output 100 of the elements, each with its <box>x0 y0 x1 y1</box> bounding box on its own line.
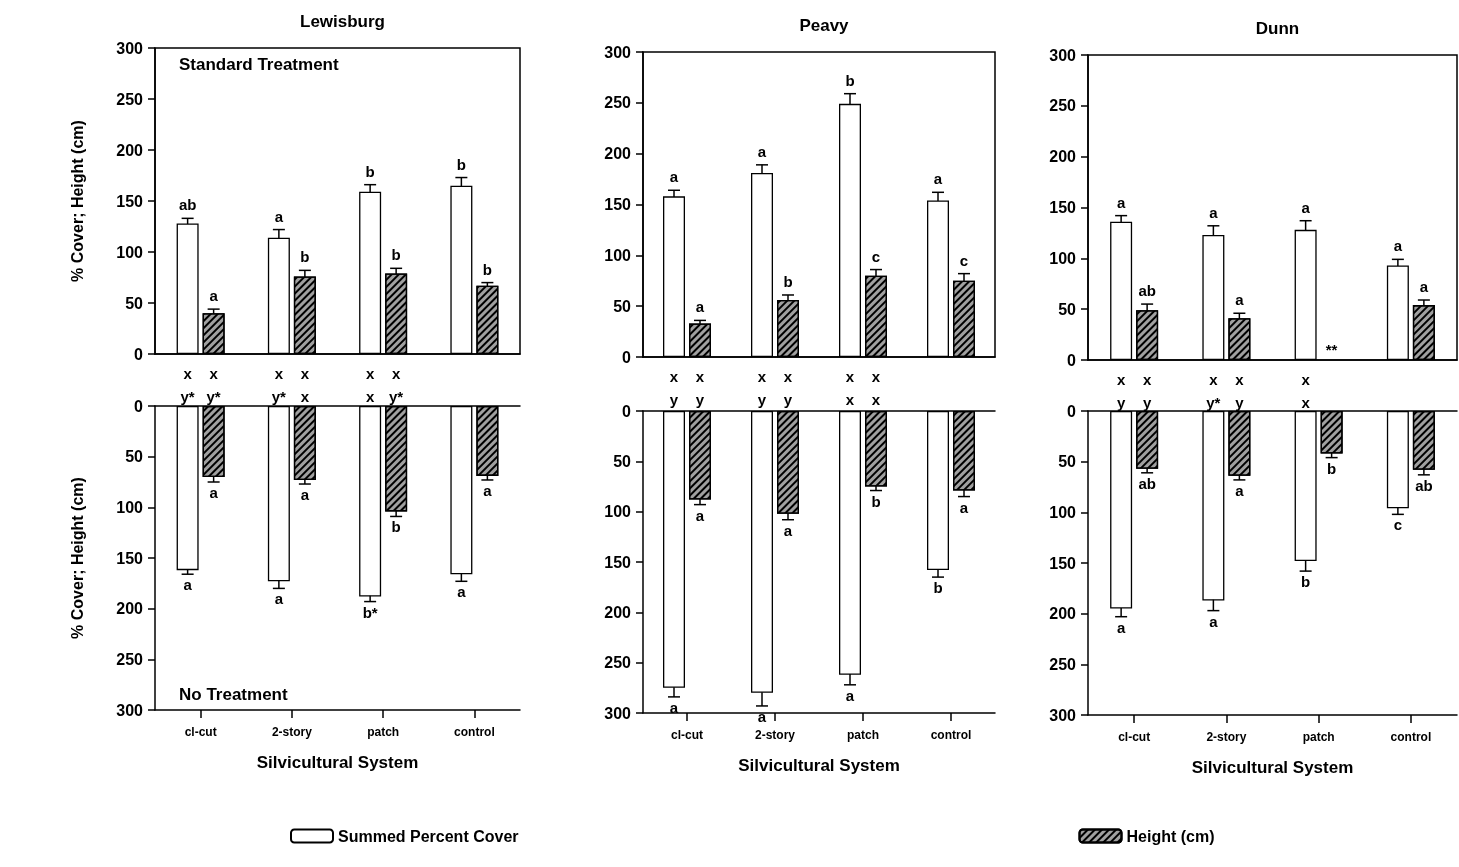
data-label: b <box>1327 459 1337 477</box>
x-axis-title: Silvicultural System <box>256 753 419 772</box>
y-tick-label: 250 <box>604 654 632 672</box>
y-tick-label: 300 <box>1049 46 1077 64</box>
y-tick-label: 0 <box>622 402 632 420</box>
chart-title: Peavy <box>799 16 850 35</box>
data-label: a <box>457 583 467 601</box>
x-tick-label: patch <box>367 725 400 739</box>
text: x x <box>669 367 705 385</box>
data-label: a <box>483 481 493 499</box>
text: x x <box>757 367 793 385</box>
y-tick-label: 300 <box>604 704 632 722</box>
data-label: a <box>274 590 284 608</box>
chart-title: Dunn <box>1255 19 1300 38</box>
data-label: b <box>933 579 943 597</box>
data-label: a <box>183 576 193 594</box>
text: x x <box>365 364 401 382</box>
y-tick-label: 200 <box>1049 148 1077 166</box>
y-tick-label: 250 <box>116 650 144 668</box>
y-tick-label: 300 <box>604 43 632 61</box>
y-tick-label: 100 <box>1049 249 1077 267</box>
y-tick-label: 150 <box>604 553 632 571</box>
y-tick-label: 100 <box>604 503 632 521</box>
text: No Treatment <box>179 685 288 704</box>
data-label: b* <box>362 603 378 621</box>
data-label: a <box>783 521 793 539</box>
data-label: c <box>1393 516 1403 534</box>
y-tick-label: 300 <box>1049 706 1077 724</box>
data-label: a <box>695 298 705 316</box>
x-axis-title: Silvicultural System <box>738 756 900 775</box>
x-tick-label: 2-story <box>271 725 313 739</box>
legend-label: Summed Percent Cover <box>338 827 519 845</box>
x-tick-label: control <box>454 725 495 739</box>
y-tick-label: 250 <box>604 94 632 112</box>
text: x x <box>845 390 881 408</box>
annotation: ** <box>1325 341 1338 359</box>
chart-title: Lewisburg <box>299 12 386 31</box>
y-axis-title: % Cover; Height (cm) <box>68 477 86 639</box>
y-axis-title: % Cover; Height (cm) <box>68 120 86 282</box>
data-label: a <box>209 287 219 305</box>
x-tick-label: cl-cut <box>184 725 217 739</box>
data-label: b <box>391 246 401 264</box>
text: y* y <box>1206 393 1245 411</box>
y-tick-label: 0 <box>134 397 144 415</box>
y-tick-label: 50 <box>613 452 632 470</box>
data-label: a <box>669 168 679 186</box>
y-tick-label: 100 <box>1049 503 1077 521</box>
data-label: a <box>1116 618 1126 636</box>
y-tick-label: 200 <box>604 603 632 621</box>
data-label: a <box>845 686 855 704</box>
x-tick-label: 2-story <box>1206 730 1247 744</box>
x-axis-title: Silvicultural System <box>1191 758 1354 777</box>
data-label: a <box>1209 612 1219 630</box>
text: x <box>1301 370 1311 388</box>
data-label: a <box>757 707 767 725</box>
y-tick-label: 250 <box>1049 97 1077 115</box>
data-label: b <box>365 162 375 180</box>
data-label: a <box>300 486 310 504</box>
text: y* y* <box>180 387 221 405</box>
data-label: a <box>1209 203 1219 221</box>
y-tick-label: 50 <box>125 294 144 312</box>
x-tick-label: 2-story <box>754 728 796 742</box>
y-tick-label: 200 <box>604 145 632 163</box>
data-label: b <box>391 518 401 536</box>
y-tick-label: 0 <box>1067 351 1077 369</box>
data-label: a <box>1235 291 1245 309</box>
y-tick-label: 50 <box>1058 300 1077 318</box>
y-tick-label: 50 <box>613 297 632 315</box>
y-tick-label: 150 <box>1049 199 1077 216</box>
data-label: b <box>300 248 310 266</box>
legend-label: Height (cm) <box>1126 827 1215 845</box>
y-tick-label: 50 <box>125 448 144 466</box>
data-label: ab <box>1415 476 1433 494</box>
data-label: b <box>783 272 793 290</box>
y-tick-label: 200 <box>1049 605 1077 623</box>
data-label: ab <box>178 196 197 214</box>
text: x x <box>845 367 881 385</box>
y-tick-label: 100 <box>604 246 632 264</box>
data-label: a <box>757 142 767 160</box>
data-label: a <box>959 498 969 516</box>
data-label: b <box>1301 573 1311 591</box>
y-tick-label: 0 <box>622 348 632 366</box>
data-label: b <box>871 492 881 510</box>
y-tick-label: 300 <box>116 701 144 719</box>
text: x x <box>1116 370 1152 388</box>
y-tick-label: 150 <box>116 549 144 567</box>
y-tick-label: 100 <box>116 498 144 516</box>
y-tick-label: 0 <box>1067 402 1077 420</box>
text: y y <box>757 390 793 408</box>
y-tick-label: 250 <box>1049 655 1077 673</box>
text: x x <box>1209 370 1245 388</box>
text: x x <box>274 364 310 382</box>
x-tick-label: control <box>930 728 972 742</box>
data-label: a <box>669 698 679 716</box>
y-tick-label: 150 <box>604 196 632 213</box>
text: x <box>1301 393 1311 411</box>
x-tick-label: control <box>1390 730 1432 744</box>
data-label: a <box>1301 198 1311 216</box>
text: y* x <box>271 387 310 405</box>
x-tick-label: cl-cut <box>670 728 704 742</box>
